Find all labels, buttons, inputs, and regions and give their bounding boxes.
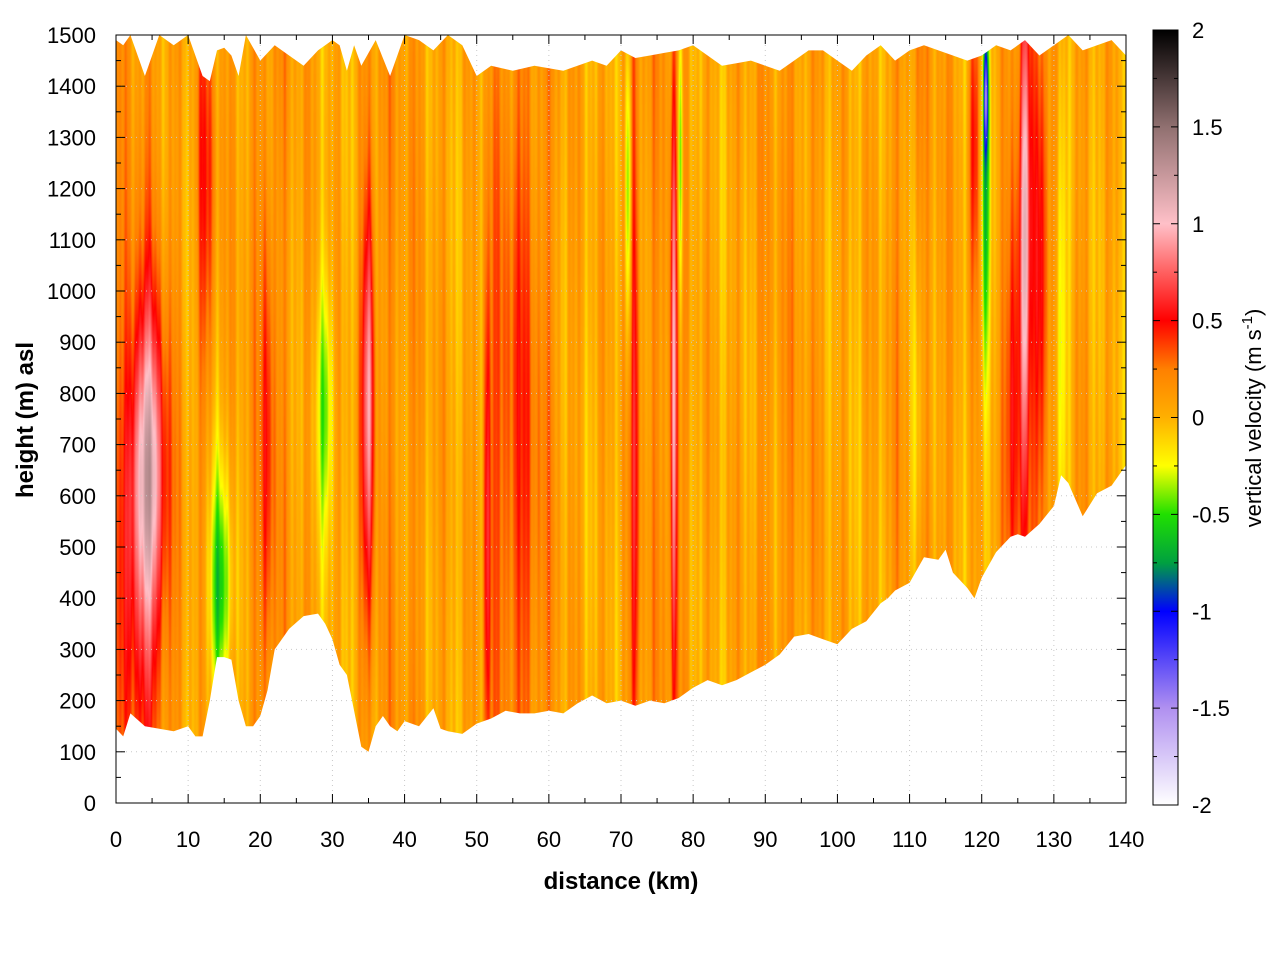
x-tick-label: 90 [753,827,777,852]
colorbar-title-sup: -1 [1239,316,1256,329]
x-tick-label: 100 [819,827,856,852]
grid-lines [116,35,1126,803]
x-tick-label: 60 [537,827,561,852]
y-tick-label: 100 [59,740,96,765]
x-tick-label: 30 [320,827,344,852]
y-tick-label: 600 [59,484,96,509]
x-tick-label: 120 [963,827,1000,852]
y-tick-label: 1200 [47,177,96,202]
x-tick-label: 40 [392,827,416,852]
y-tick-label: 300 [59,637,96,662]
colorbar-tick-label: 1.5 [1192,115,1223,140]
colorbar-title-end: ) [1241,309,1266,316]
y-tick-label: 1500 [47,23,96,48]
colorbar-tick-label: -2 [1192,793,1212,818]
x-tick-labels: 0 10 20 30 40 50 60 70 80 90 100 110 120 130 140 [110,827,1144,852]
y-tick-label: 500 [59,535,96,560]
colorbar: 2 1.5 1 0.5 0 -0.5 -1 -1.5 -2 vertical velocity … [1152,18,1266,818]
y-tick-label: 1300 [47,125,96,150]
y-tick-label: 900 [59,330,96,355]
x-tick-label: 10 [176,827,200,852]
y-tick-label: 700 [59,433,96,458]
y-tick-label: 200 [59,689,96,714]
colorbar-tick-label: -0.5 [1192,502,1230,527]
x-tick-label: 50 [464,827,488,852]
x-tick-label: 80 [681,827,705,852]
colorbar-tick-label: 2 [1192,18,1204,43]
x-tick-label: 70 [609,827,633,852]
y-tick-label: 1000 [47,279,96,304]
x-axis-title: distance (km) [544,868,699,895]
x-tick-label: 20 [248,827,272,852]
x-tick-label: 140 [1108,827,1145,852]
y-tick-label: 400 [59,586,96,611]
x-tick-label: 110 [892,827,927,852]
colorbar-tick-label: 1 [1192,212,1204,237]
colorbar-tick-label: 0 [1192,406,1204,431]
colorbar-ticks: 2 1.5 1 0.5 0 -0.5 -1 -1.5 -2 [1153,18,1230,818]
axes [115,34,1127,804]
y-tick-label: 0 [84,791,96,816]
colorbar-tick-label: 0.5 [1192,309,1223,334]
colorbar-tick-label: -1 [1192,599,1212,624]
y-tick-label: 1400 [47,74,96,99]
y-axis-title: height (m) asl [12,342,39,498]
y-tick-label: 800 [59,381,96,406]
x-tick-label: 130 [1035,827,1072,852]
colorbar-tick-label: -1.5 [1192,696,1230,721]
y-tick-labels: 0 100 200 300 400 500 600 700 800 900 1000 1100 1200… [47,23,96,816]
colorbar-title: vertical velocity (m s-1) [1239,309,1266,528]
x-tick-label: 0 [110,827,122,852]
colorbar-title-main: vertical velocity (m s [1241,329,1266,527]
y-tick-label: 1100 [49,228,96,253]
